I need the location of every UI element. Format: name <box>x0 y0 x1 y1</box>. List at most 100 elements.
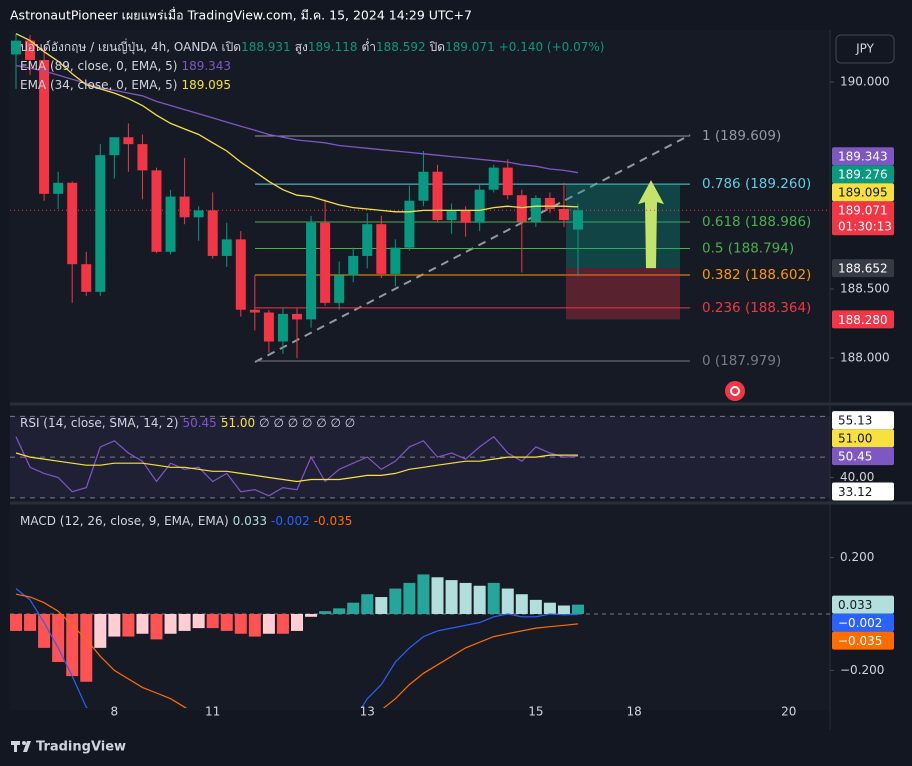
price-tag <box>832 165 894 184</box>
candle-body <box>207 210 218 256</box>
histogram-bar <box>445 580 458 614</box>
candle-body <box>306 222 317 320</box>
price-tag-label: −0.002 <box>838 616 882 630</box>
candle-body <box>123 137 134 145</box>
price-tag-label: 188.652 <box>838 262 888 276</box>
legend: ปอนด์อังกฤษ / เยนญี่ปุ่น, 4h, OANDA เปิด1… <box>20 38 604 55</box>
x-tick-label: 20 <box>781 705 796 719</box>
histogram-bar <box>24 613 37 631</box>
legend: EMA (34, close, 0, EMA, 5) 189.095 <box>20 78 231 92</box>
histogram-bar <box>164 613 177 634</box>
price-tag <box>832 201 894 236</box>
y-tick-label: 188.000 <box>840 351 890 365</box>
y-tick-label: 40.00 <box>840 470 874 484</box>
legend-value: 189.071 <box>445 40 495 54</box>
rsi-panel <box>10 415 830 499</box>
histogram-bar <box>291 613 303 631</box>
price-tag <box>832 310 894 329</box>
candle-body <box>348 255 359 276</box>
legend: RSI (14, close, SMA, 14, 2) 50.45 51.00 ∅ ∅… <box>20 416 355 430</box>
legend-title: MACD (12, 26, close, 9, EMA, EMA) <box>20 514 229 528</box>
x-tick-label: 13 <box>360 705 375 719</box>
y-tick-label: 188.500 <box>840 282 890 296</box>
arrow <box>638 180 664 269</box>
legend-part: เปิด <box>222 40 242 54</box>
fib-label: 0.5 (188.794) <box>702 240 794 256</box>
line-series <box>15 435 579 497</box>
x-tick-label: 8 <box>111 705 119 719</box>
legend-part: +0.140 (+0.07%) <box>499 40 605 54</box>
legend-part: -0.035 <box>314 514 353 528</box>
candle-body <box>263 312 274 342</box>
price-tag-label: 189.095 <box>838 186 888 200</box>
candle-body <box>25 40 36 60</box>
price-tag <box>832 631 894 650</box>
candle-body <box>221 239 232 256</box>
candle-body <box>249 309 260 313</box>
legend-part: ปิด <box>429 40 445 54</box>
candle-body <box>432 171 443 221</box>
author-line: AstronautPioneer เผยแพร่เมื่อ TradingVie… <box>10 7 472 23</box>
line-series <box>15 64 579 174</box>
y-tick-label: 190.000 <box>840 75 890 89</box>
candle-body <box>446 210 457 221</box>
histogram-bar <box>361 594 374 614</box>
histogram-bar <box>192 613 205 629</box>
header-bar <box>0 0 912 30</box>
currency-label[interactable]: JPY <box>855 42 875 56</box>
histogram-bar <box>515 594 528 614</box>
histogram-bar <box>122 613 135 637</box>
histogram-bar <box>276 613 289 634</box>
histogram-bar <box>557 605 570 614</box>
price-tag-label: 188.280 <box>838 313 888 327</box>
candle-body <box>362 224 373 256</box>
histogram-bar <box>136 613 149 634</box>
histogram-bar <box>473 585 486 614</box>
legend-name: EMA (89, close, 0, EMA, 5) <box>20 59 177 73</box>
price-tag <box>832 259 894 278</box>
legend-name: EMA (34, close, 0, EMA, 5) <box>20 78 177 92</box>
price-tag <box>832 183 894 202</box>
price-tag-label: 189.276 <box>838 168 888 182</box>
legend-part: 0.033 <box>233 514 267 528</box>
fib-label: 1 (189.609) <box>702 128 781 144</box>
candle-body <box>137 144 148 171</box>
histogram-bar <box>150 613 163 640</box>
price-tag-label: 189.343 <box>838 150 888 164</box>
candle-body <box>488 167 499 190</box>
histogram-bar <box>305 613 318 617</box>
legend-value: 188.931 <box>241 40 291 54</box>
price-tag-label: 55.13 <box>838 414 872 428</box>
histogram-bar <box>431 577 444 614</box>
price-tag <box>832 482 894 501</box>
histogram-bar <box>459 582 472 614</box>
candle-body <box>320 222 331 303</box>
candle-body <box>474 189 485 223</box>
price-tag-label: 0.033 <box>838 598 872 612</box>
price-tag-sublabel: 01:30:13 <box>838 220 892 234</box>
candle-body <box>81 264 92 292</box>
candle-body <box>193 210 204 218</box>
line-series <box>15 588 579 708</box>
legend-part: สูง <box>295 40 308 55</box>
legend-value: 189.118 <box>308 40 358 54</box>
alert-icon-dot <box>732 388 738 394</box>
tv-logo <box>11 741 31 752</box>
candle-body <box>109 137 120 156</box>
histogram-bar <box>108 613 121 637</box>
legend-part: -0.002 <box>271 514 310 528</box>
candle-body <box>165 196 176 252</box>
candle-body <box>11 40 21 55</box>
line-series <box>15 593 579 708</box>
price-tag <box>832 595 894 614</box>
histogram-bar <box>248 613 261 637</box>
price-tag-label: 51.00 <box>838 432 872 446</box>
candle-body <box>573 210 583 230</box>
price-tag <box>832 429 894 448</box>
histogram-bar <box>403 582 416 614</box>
loss-zone <box>566 268 680 320</box>
candle-body <box>67 182 78 265</box>
currency-button[interactable] <box>835 34 895 64</box>
candle-body <box>516 195 527 222</box>
